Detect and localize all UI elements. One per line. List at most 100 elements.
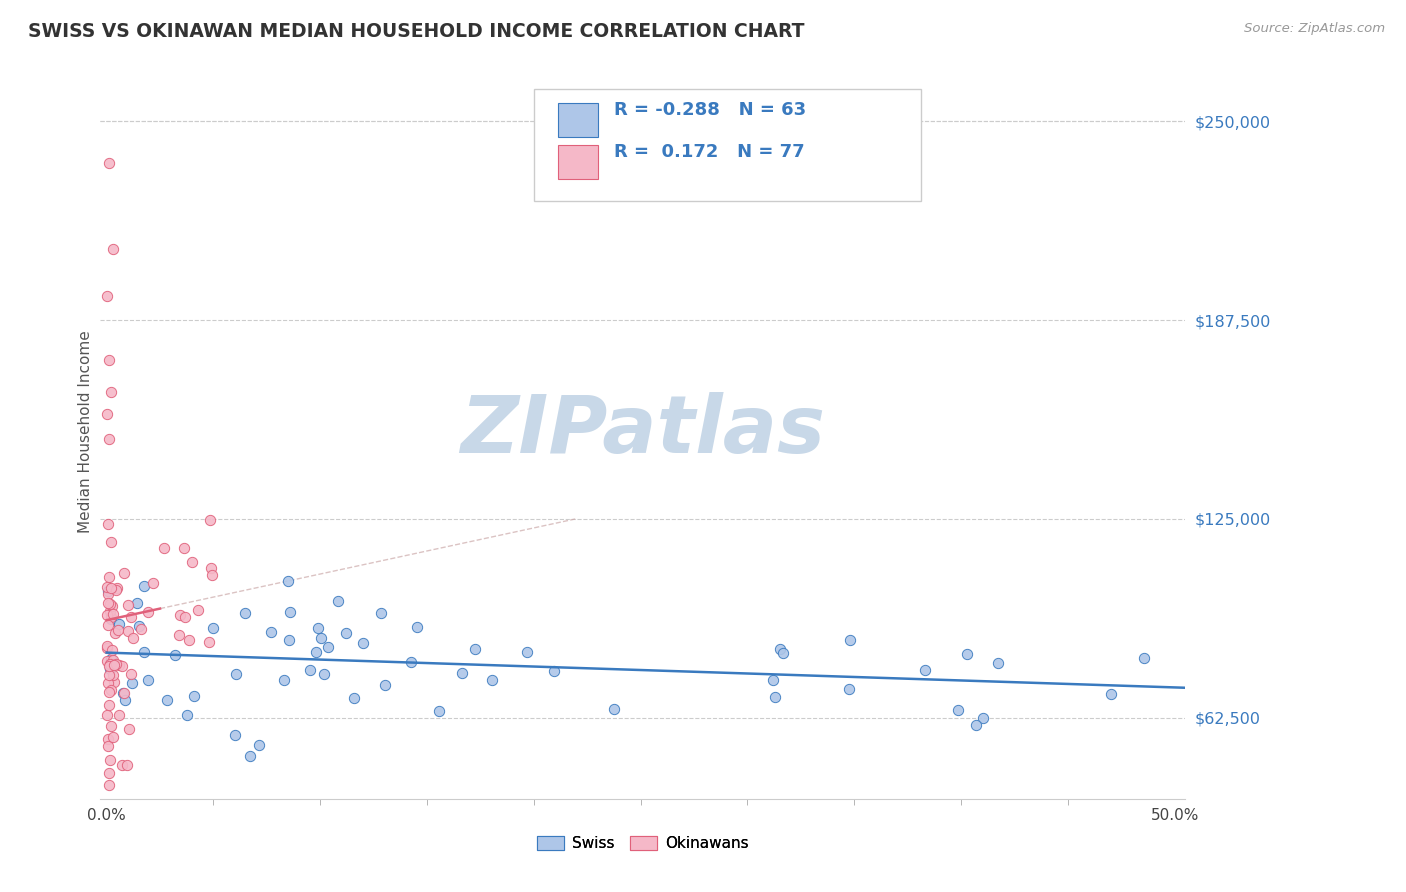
Point bbox=[312, 667, 335, 681]
Point bbox=[328, 593, 350, 607]
Point bbox=[763, 690, 786, 704]
Point bbox=[100, 643, 122, 657]
Point bbox=[100, 718, 122, 732]
Point bbox=[96, 708, 118, 723]
Point bbox=[132, 579, 155, 593]
Point bbox=[260, 625, 283, 640]
Legend: Swiss, Okinawans: Swiss, Okinawans bbox=[531, 830, 755, 857]
Point bbox=[100, 682, 122, 697]
Point bbox=[128, 619, 150, 633]
Point bbox=[224, 729, 246, 743]
Point bbox=[96, 407, 118, 421]
Point bbox=[101, 731, 124, 745]
Point bbox=[136, 673, 159, 687]
Point bbox=[543, 665, 565, 679]
Point bbox=[100, 611, 122, 625]
Point bbox=[427, 704, 450, 718]
Point bbox=[107, 707, 129, 722]
Point bbox=[100, 652, 122, 666]
Point bbox=[96, 639, 118, 653]
Point bbox=[108, 616, 131, 631]
Point bbox=[96, 641, 118, 656]
Point bbox=[464, 642, 486, 657]
Point bbox=[198, 635, 221, 649]
Point bbox=[112, 566, 135, 580]
Point bbox=[165, 648, 187, 662]
Point bbox=[956, 647, 979, 661]
Point bbox=[98, 597, 121, 611]
Point bbox=[142, 575, 165, 590]
Point bbox=[156, 693, 179, 707]
Point bbox=[169, 608, 191, 623]
Point bbox=[965, 717, 987, 731]
Point bbox=[138, 605, 160, 619]
Point bbox=[117, 757, 139, 772]
Point bbox=[183, 689, 205, 703]
Point bbox=[97, 685, 120, 699]
Point bbox=[120, 609, 142, 624]
Point bbox=[838, 633, 860, 648]
Point bbox=[233, 606, 256, 620]
Point bbox=[129, 622, 152, 636]
Point bbox=[187, 603, 209, 617]
Point bbox=[98, 604, 121, 618]
Point bbox=[278, 605, 301, 619]
Point bbox=[180, 555, 202, 569]
Point bbox=[273, 673, 295, 687]
Point bbox=[603, 702, 626, 716]
Point bbox=[316, 640, 339, 655]
Point bbox=[100, 384, 122, 399]
Point bbox=[987, 656, 1010, 670]
Point bbox=[1099, 687, 1122, 701]
Point bbox=[111, 658, 134, 673]
Point bbox=[370, 606, 392, 620]
Point bbox=[309, 631, 332, 645]
Point bbox=[307, 621, 329, 635]
Point bbox=[117, 624, 139, 639]
Point bbox=[305, 645, 328, 659]
Point bbox=[200, 561, 222, 575]
Point bbox=[202, 621, 225, 635]
Point bbox=[838, 681, 860, 696]
Point bbox=[100, 582, 122, 596]
Point bbox=[277, 574, 299, 588]
Point bbox=[101, 667, 124, 681]
Point bbox=[516, 645, 538, 659]
Point bbox=[201, 567, 224, 582]
Point bbox=[406, 620, 429, 634]
Point bbox=[98, 698, 121, 713]
Text: Source: ZipAtlas.com: Source: ZipAtlas.com bbox=[1244, 22, 1385, 36]
Point bbox=[299, 663, 322, 677]
Text: R = -0.288   N = 63: R = -0.288 N = 63 bbox=[614, 101, 807, 119]
Point bbox=[239, 748, 262, 763]
Point bbox=[101, 599, 124, 613]
Point bbox=[352, 635, 374, 649]
Point bbox=[946, 702, 969, 716]
Point bbox=[98, 657, 121, 672]
Point bbox=[96, 580, 118, 594]
Point bbox=[97, 675, 120, 690]
Point bbox=[98, 778, 121, 792]
Point bbox=[104, 657, 127, 672]
Point bbox=[97, 155, 120, 169]
Point bbox=[101, 607, 124, 622]
Point bbox=[105, 582, 128, 596]
Point bbox=[481, 673, 503, 687]
Point bbox=[98, 662, 121, 676]
Point bbox=[96, 289, 118, 303]
Point bbox=[97, 433, 120, 447]
Point bbox=[97, 587, 120, 601]
Point bbox=[97, 352, 120, 367]
Point bbox=[97, 667, 120, 681]
Point bbox=[247, 738, 270, 752]
Point bbox=[122, 632, 145, 646]
Point bbox=[972, 711, 994, 725]
Point bbox=[335, 625, 357, 640]
Point bbox=[101, 242, 124, 256]
Point bbox=[112, 686, 135, 700]
Point bbox=[100, 754, 122, 768]
Point bbox=[100, 610, 122, 624]
Point bbox=[101, 653, 124, 667]
Point bbox=[772, 646, 794, 660]
Point bbox=[98, 659, 121, 673]
